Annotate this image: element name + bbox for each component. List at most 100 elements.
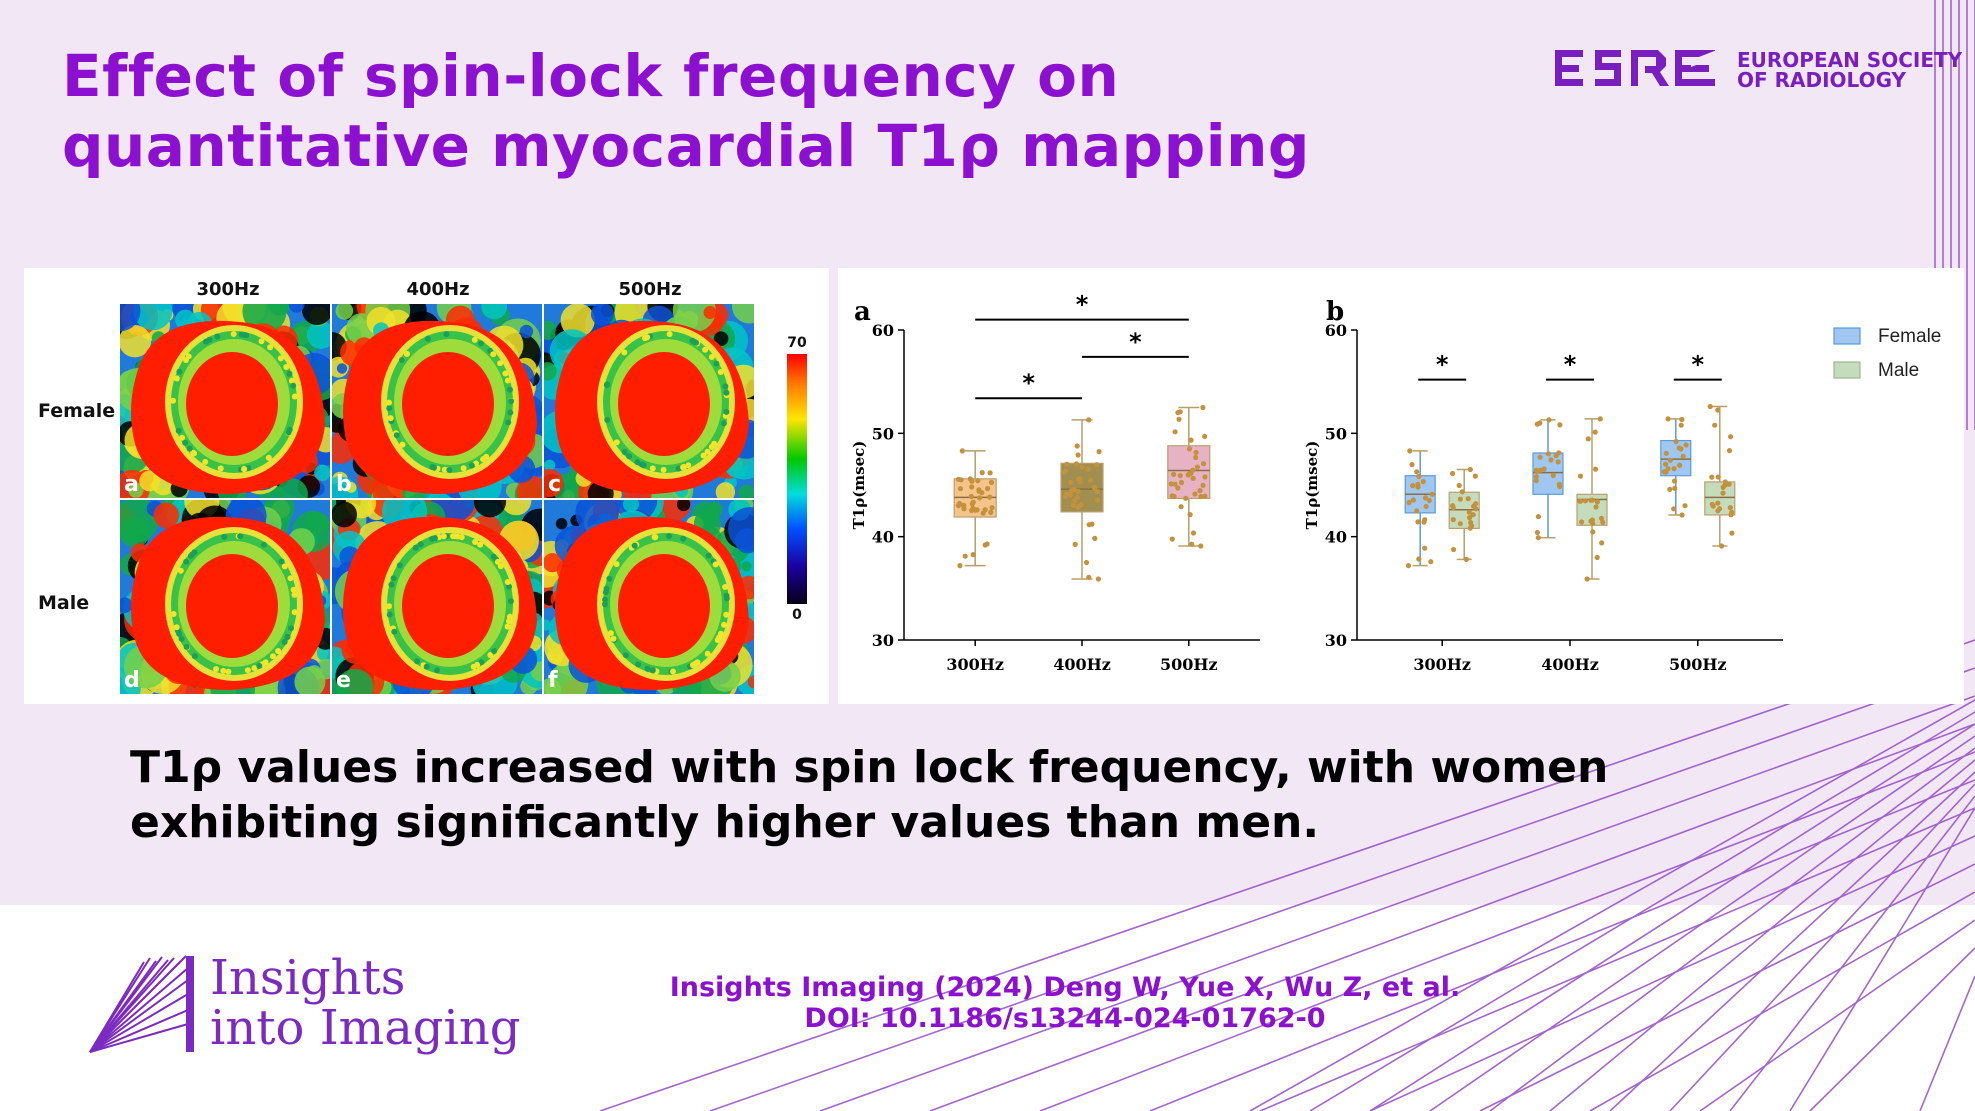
data-point [1467, 515, 1473, 521]
data-point [1707, 403, 1713, 410]
svg-text:*: * [1564, 351, 1577, 379]
significance-marker: * [1082, 328, 1189, 358]
significance-marker: * [975, 291, 1189, 321]
boxplot-figure: a 30 40 50 60 T1ρ(msec) 300Hz 400Hz 500Hz * * * b 30 4… [838, 268, 1964, 704]
data-point [1465, 496, 1471, 502]
data-point [1534, 529, 1540, 536]
significance-marker: * [975, 369, 1082, 400]
data-point [1092, 535, 1098, 541]
data-point [1189, 541, 1195, 547]
data-point [969, 478, 975, 484]
data-point [1679, 416, 1685, 423]
key-finding-line-2: exhibiting significantly higher values t… [130, 797, 1320, 848]
panel-letter-b: b [1326, 297, 1344, 327]
data-point [1175, 485, 1181, 491]
data-point [1556, 450, 1562, 456]
data-point [1410, 483, 1416, 489]
society-name-line-1: EUROPEAN SOCIETY [1737, 48, 1963, 72]
data-point [1469, 523, 1475, 529]
journal-name-line-2: into Imaging [210, 1000, 521, 1056]
data-point [1075, 488, 1081, 494]
data-point [1728, 434, 1734, 440]
legend-item-female: Female [1833, 326, 1941, 347]
data-point [1095, 497, 1101, 503]
journal-logo-icon [89, 955, 194, 1053]
box-female-300hz [1404, 448, 1436, 569]
data-point [1678, 422, 1684, 428]
data-point [987, 470, 993, 476]
data-point [1534, 421, 1540, 427]
data-point [1450, 517, 1456, 523]
data-point [1715, 474, 1721, 480]
data-point [1672, 478, 1678, 484]
title-line-1: Effect of spin-lock frequency on [62, 42, 1120, 110]
data-point [1096, 449, 1102, 455]
data-point [975, 478, 981, 484]
data-point [970, 552, 976, 558]
data-point [1470, 512, 1476, 518]
data-point [1451, 546, 1457, 553]
data-point [1720, 484, 1726, 490]
data-point [1663, 461, 1669, 467]
data-point [1426, 497, 1432, 503]
data-point [1537, 454, 1543, 460]
data-point [1550, 472, 1556, 479]
data-point [1459, 489, 1465, 495]
data-point [1467, 466, 1473, 473]
significance-marker: * [1418, 351, 1467, 381]
boxplot-b: b 30 40 50 60 T1ρ(msec) 300Hz 400Hz 500Hz * * * Fema… [1303, 297, 1941, 674]
data-point [1086, 574, 1092, 580]
column-label-300hz: 300Hz [196, 279, 260, 300]
y-axis-label: T1ρ(msec) [850, 441, 868, 530]
mri-panel-a: a [120, 304, 330, 498]
data-point [959, 448, 965, 454]
data-point [1407, 448, 1413, 454]
journal-name-line-1: Insights [210, 950, 406, 1006]
data-point [1405, 563, 1412, 569]
data-point [1061, 469, 1067, 475]
data-point [1719, 543, 1725, 549]
mri-panel-letter-d: d [124, 668, 140, 693]
data-point [1200, 461, 1207, 467]
data-point [1463, 556, 1469, 562]
data-point [1592, 429, 1598, 435]
y-tick-label: 60 [872, 321, 894, 340]
svg-text:Female: Female [1878, 326, 1941, 347]
data-point [1709, 501, 1715, 507]
data-point [1682, 503, 1688, 509]
data-point [1727, 505, 1733, 511]
data-point [1188, 437, 1194, 443]
data-point [968, 493, 974, 500]
data-point [989, 505, 995, 511]
mri-panel-letter-b: b [336, 472, 352, 497]
data-point [1546, 417, 1552, 423]
data-point [1534, 469, 1540, 475]
data-point [1593, 504, 1599, 510]
data-point [1599, 540, 1605, 546]
data-point [1545, 451, 1551, 457]
box-500hz [1167, 404, 1211, 549]
x-tick-label: 400Hz [1053, 655, 1111, 674]
x-tick-label: 300Hz [946, 655, 1004, 674]
data-point [1416, 473, 1422, 480]
data-point [1556, 481, 1562, 487]
column-label-500hz: 500Hz [618, 279, 682, 300]
data-point [1198, 493, 1204, 500]
data-point [1077, 476, 1083, 482]
data-point [1598, 515, 1605, 521]
data-point [1078, 502, 1084, 508]
data-point [1673, 438, 1679, 445]
data-point [1415, 484, 1421, 490]
data-point [974, 507, 980, 513]
data-point [1085, 466, 1091, 472]
data-point [1073, 461, 1079, 467]
data-point [1715, 407, 1721, 413]
row-label-male: Male [38, 592, 90, 614]
data-point [1594, 499, 1600, 505]
data-point [1709, 474, 1715, 480]
data-point [1679, 512, 1685, 518]
data-point [1200, 404, 1206, 411]
data-point [1667, 486, 1673, 492]
